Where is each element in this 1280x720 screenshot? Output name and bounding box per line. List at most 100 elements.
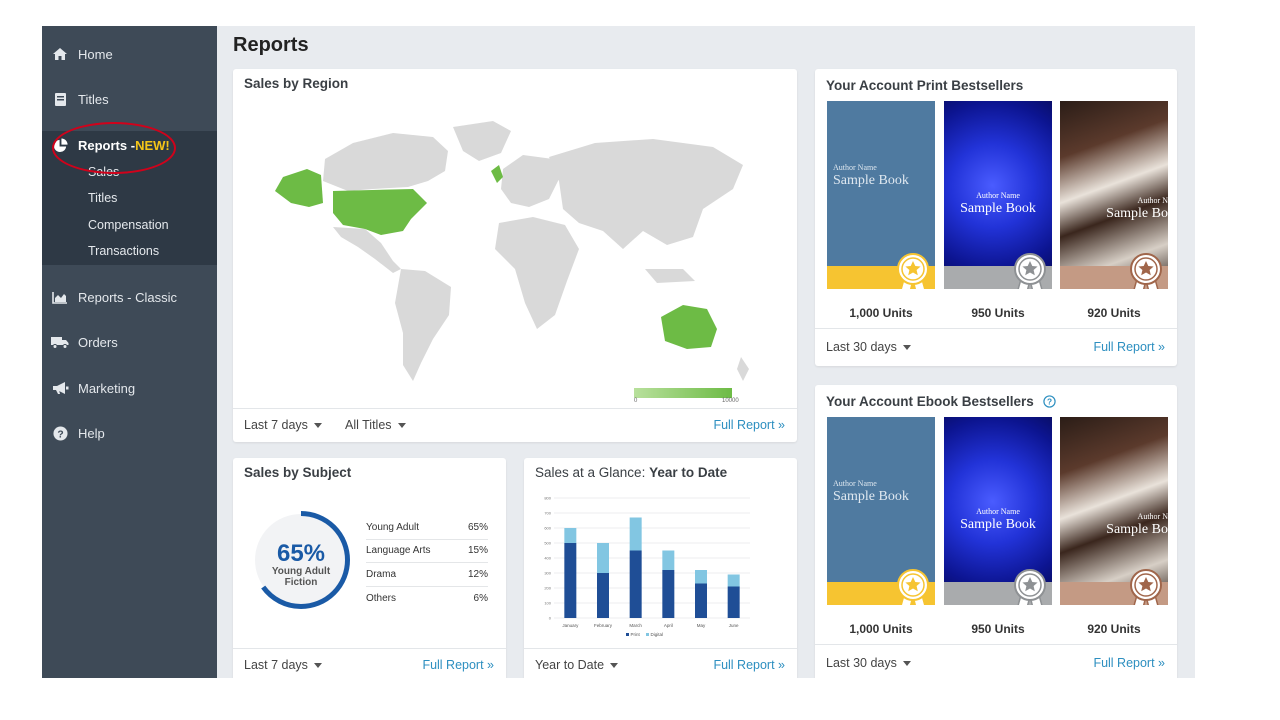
award-ribbon-icon [897, 569, 929, 605]
y-tick-label: 200 [544, 586, 551, 591]
filter-value: All Titles [345, 418, 392, 432]
period-value: Last 30 days [826, 656, 897, 670]
card-footer: Last 7 days Full Report » [233, 648, 506, 678]
period-value: Last 30 days [826, 340, 897, 354]
full-report-link[interactable]: Full Report » [422, 658, 494, 672]
award-ribbon-icon [1014, 253, 1046, 289]
subnav-item-compensation[interactable]: Compensation [88, 218, 169, 232]
sidebar-item-home[interactable]: Home [42, 39, 217, 69]
period-dropdown[interactable]: Last 30 days [826, 656, 911, 670]
card-footer: Last 7 days All Titles Full Report » [233, 408, 797, 442]
x-tick-label: January [562, 623, 579, 628]
award-ribbon-icon [1014, 569, 1046, 605]
donut-caption: Young Adult Fiction [249, 566, 353, 588]
map-region-new-zealand [737, 357, 749, 381]
award-ribbon-icon [897, 253, 929, 289]
card-title: Your Account Print Bestsellers [826, 78, 1024, 93]
x-tick-label: March [629, 623, 642, 628]
period-dropdown[interactable]: Year to Date [535, 658, 619, 672]
map-region-europe [501, 155, 559, 207]
period-dropdown[interactable]: Last 7 days [244, 658, 322, 672]
subject-value: 6% [473, 592, 488, 604]
map-region-australia [661, 305, 717, 349]
book-title: Sample Book [833, 489, 909, 504]
donut-percent: 65% [276, 540, 326, 567]
book-units: 920 Units [1087, 622, 1141, 636]
period-dropdown[interactable]: Last 30 days [826, 340, 911, 354]
book-author: Author Name [833, 479, 877, 488]
sidebar-item-titles[interactable]: Titles [42, 84, 217, 114]
period-dropdown[interactable]: Last 7 days [244, 418, 322, 432]
book-author: Author N [1137, 196, 1168, 205]
sales-bar-chart: 0 100 200 300 400 500 600 700 800 January February… [544, 496, 750, 637]
bar-digital-january [564, 528, 577, 543]
book-icon [42, 92, 78, 107]
map-region-uk [491, 165, 503, 183]
sidebar-item-label: Orders [78, 334, 118, 350]
card-footer: Last 30 days Full Report » [815, 644, 1177, 678]
book-title: Sample Bo [1106, 522, 1168, 537]
y-tick-label: 700 [544, 511, 551, 516]
y-tick-label: 100 [544, 601, 551, 606]
sidebar-item-marketing[interactable]: Marketing [42, 373, 217, 403]
full-report-link[interactable]: Full Report » [1093, 340, 1165, 354]
book-title: Sample Book [960, 517, 1036, 532]
subject-value: 15% [467, 545, 488, 557]
subject-row: Drama 12% [366, 563, 488, 587]
legend-label: Print [631, 632, 641, 637]
sales-by-region-card: Sales by Region [233, 69, 797, 442]
help-circle-icon[interactable]: ? [1042, 395, 1056, 411]
sidebar-item-help[interactable]: ? Help [42, 418, 217, 448]
book-cover[interactable]: Author Name Sample Book [827, 101, 935, 289]
book-author: Author Name [976, 191, 1020, 200]
book-author: Author Name [833, 163, 877, 172]
book-cover[interactable]: Author Name Sample Book [944, 417, 1052, 605]
subnav-item-titles[interactable]: Titles [88, 191, 118, 205]
bar-print-march [629, 550, 642, 618]
bar-print-april [662, 570, 675, 618]
bar-digital-may [695, 570, 707, 584]
subnav-item-transactions[interactable]: Transactions [88, 244, 160, 258]
bar-digital-june [727, 574, 740, 587]
period-value: Year to Date [535, 658, 605, 672]
highlight-circle [52, 122, 176, 174]
title-prefix: Sales at a Glance: [535, 465, 650, 480]
donut-caption-line: Young Adult [271, 566, 331, 577]
book-cover[interactable]: Author Name Sample Book [944, 101, 1052, 289]
book-cover[interactable]: Author N Sample Bo [1060, 101, 1168, 289]
map-region-asia [549, 139, 743, 249]
sidebar-item-label: Titles [78, 91, 109, 107]
full-report-link[interactable]: Full Report » [713, 658, 785, 672]
full-report-link[interactable]: Full Report » [1093, 656, 1165, 670]
caret-down-icon [902, 661, 911, 667]
sidebar-item-orders[interactable]: Orders [42, 327, 217, 357]
subject-row: Language Arts 15% [366, 540, 488, 563]
world-map[interactable] [263, 119, 763, 409]
bar-print-february [597, 573, 609, 618]
y-tick-label: 0 [549, 616, 552, 621]
sidebar-item-reports-classic[interactable]: Reports - Classic [42, 282, 217, 312]
book-title: Sample Bo [1106, 206, 1168, 221]
card-title: Sales at a Glance: Year to Date [535, 465, 727, 480]
card-title: Your Account Ebook Bestsellers ? [826, 394, 1056, 411]
book-cover[interactable]: Author Name Sample Book [827, 417, 935, 605]
question-circle-icon: ? [42, 425, 78, 441]
titles-filter-dropdown[interactable]: All Titles [345, 418, 406, 432]
caret-down-icon [313, 423, 322, 429]
title-text: Your Account Ebook Bestsellers [826, 394, 1034, 409]
donut-arc [252, 511, 350, 609]
map-scale-max: 10000 [722, 398, 739, 404]
book-cover[interactable]: Author N Sample Bo [1060, 417, 1168, 605]
bar-print-january [564, 543, 577, 618]
sidebar-item-label: Reports - Classic [78, 289, 177, 305]
sidebar-item-label: Marketing [78, 380, 136, 396]
card-footer: Last 30 days Full Report » [815, 328, 1177, 366]
full-report-link[interactable]: Full Report » [713, 418, 785, 432]
subject-row: Others 6% [366, 587, 488, 611]
area-chart-icon [42, 291, 78, 304]
y-tick-label: 800 [544, 496, 551, 501]
book-units: 920 Units [1087, 306, 1141, 320]
book-units: 950 Units [971, 622, 1025, 636]
x-tick-label: May [697, 623, 706, 628]
award-ribbon-icon [1130, 253, 1162, 289]
